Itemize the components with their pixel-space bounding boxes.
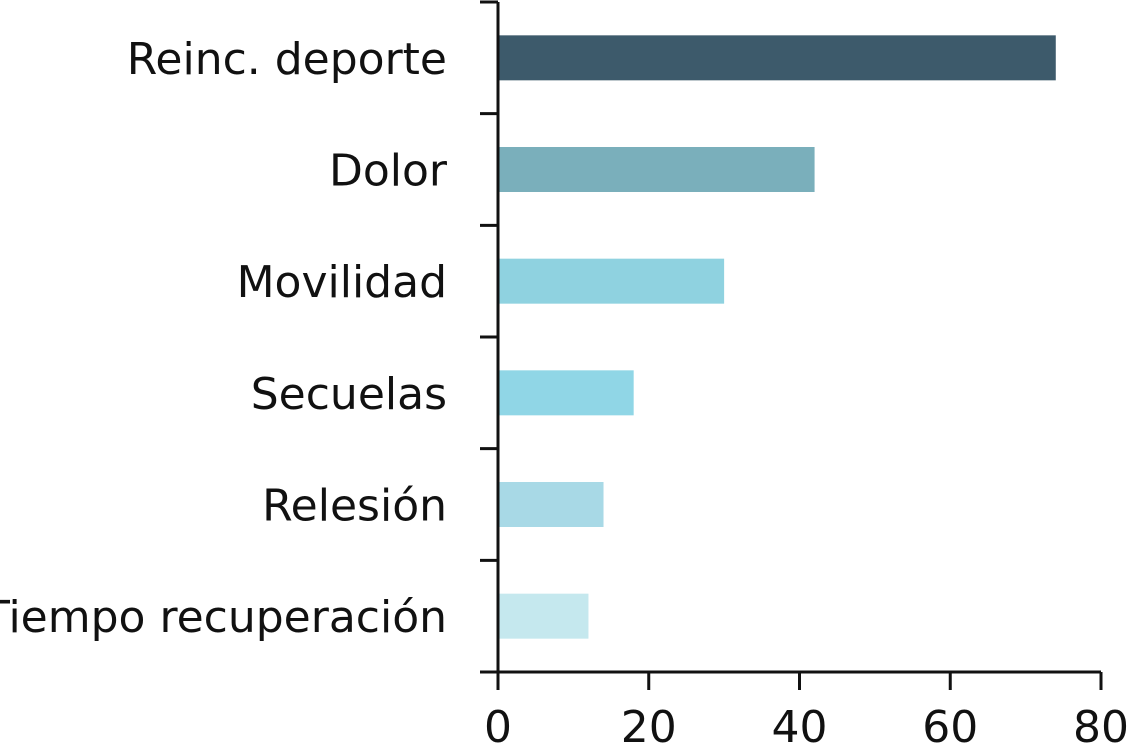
category-label-5: Tiempo recuperación bbox=[0, 592, 447, 643]
bar-0 bbox=[498, 35, 1056, 81]
category-labels: Reinc. deporte Dolor Movilidad Secuelas Rele… bbox=[0, 34, 448, 643]
x-tick-labels: 0 20 40 60 80 bbox=[484, 702, 1129, 753]
bar-2 bbox=[498, 258, 725, 304]
bar-5 bbox=[498, 593, 589, 639]
x-tick-label-3: 60 bbox=[922, 702, 978, 753]
category-label-3: Secuelas bbox=[251, 369, 447, 420]
bar-1 bbox=[498, 147, 815, 192]
bar-4 bbox=[498, 482, 604, 527]
bars-layer bbox=[498, 35, 1056, 639]
x-tick-label-0: 0 bbox=[484, 702, 512, 753]
category-label-1: Dolor bbox=[329, 146, 448, 197]
x-tick-label-2: 40 bbox=[772, 702, 828, 753]
category-label-4: Relesión bbox=[262, 481, 447, 532]
axes bbox=[480, 0, 1103, 690]
category-label-2: Movilidad bbox=[237, 257, 447, 308]
x-tick-label-4: 80 bbox=[1073, 702, 1129, 753]
x-tick-label-1: 20 bbox=[621, 702, 677, 753]
category-label-0: Reinc. deporte bbox=[127, 34, 447, 85]
bar-3 bbox=[498, 370, 634, 416]
